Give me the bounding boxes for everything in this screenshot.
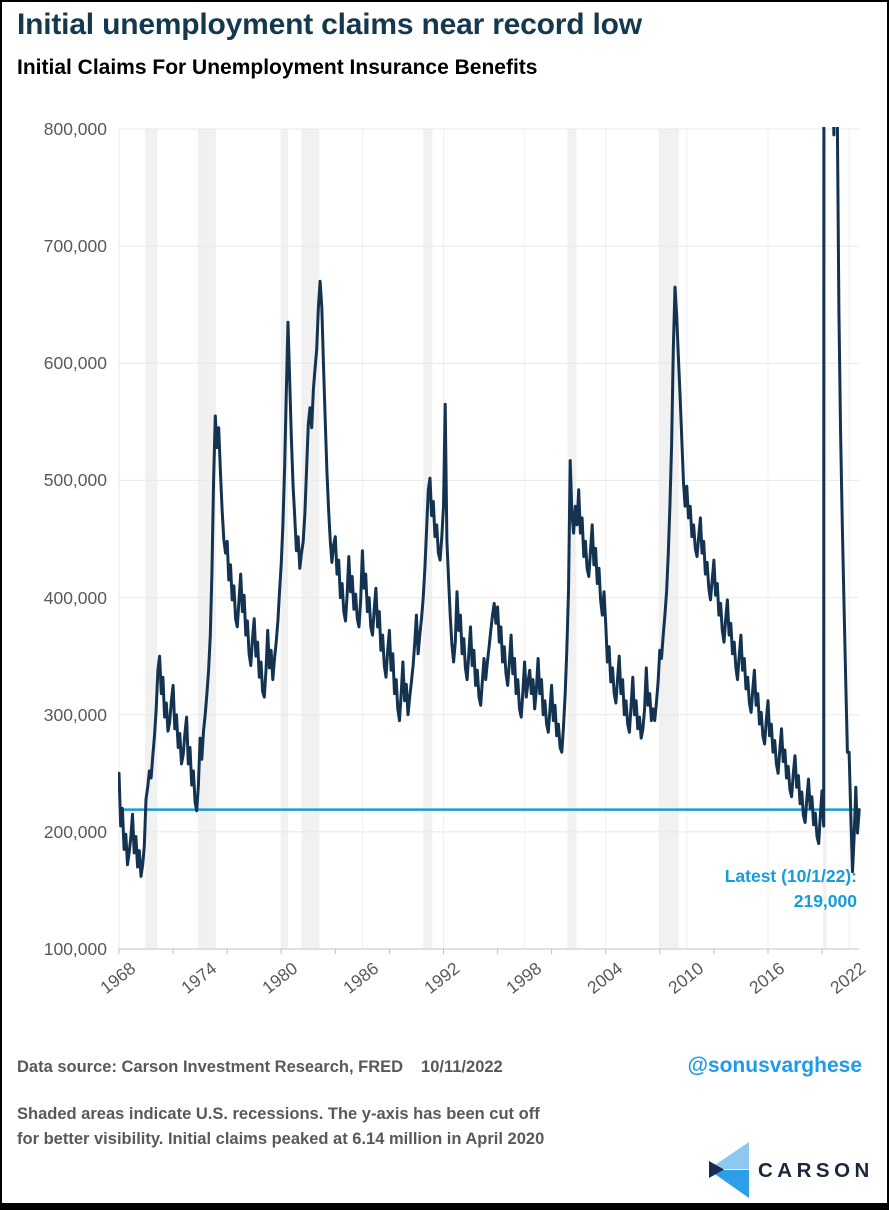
y-axis-tick-label: 700,000	[43, 236, 107, 257]
latest-value: 219,000	[793, 891, 857, 911]
recession-band	[281, 129, 288, 949]
recession-band	[145, 129, 158, 949]
y-axis-tick-label: 500,000	[43, 470, 107, 491]
chart-subtitle: Initial Claims For Unemployment Insuranc…	[17, 56, 538, 79]
y-axis-tick-label: 800,000	[43, 119, 107, 139]
carson-logo: CARSON	[705, 1141, 875, 1199]
latest-annotation: Latest (10/1/22): 219,000	[725, 864, 857, 914]
claims-line	[118, 127, 861, 878]
data-source-date: 10/11/2022	[421, 1058, 503, 1076]
carson-wordmark: CARSON	[758, 1159, 874, 1182]
twitter-handle[interactable]: @sonusvarghese	[687, 1054, 862, 1077]
footnote-line-1: Shaded areas indicate U.S. recessions. T…	[17, 1105, 540, 1123]
data-source: Data source: Carson Investment Research,…	[17, 1058, 503, 1077]
footnote-line-2: for better visibility. Initial claims pe…	[17, 1130, 545, 1148]
footnote: Shaded areas indicate U.S. recessions. T…	[17, 1102, 544, 1152]
recession-band	[423, 129, 433, 949]
y-axis-tick-label: 400,000	[43, 587, 107, 608]
carson-logo-icon	[709, 1142, 749, 1198]
recession-band	[301, 129, 320, 949]
y-axis-tick-label: 300,000	[43, 704, 107, 725]
line-chart	[118, 127, 861, 954]
y-axis-tick-label: 200,000	[43, 821, 107, 842]
recession-band	[567, 129, 577, 949]
data-source-text: Data source: Carson Investment Research,…	[17, 1058, 404, 1076]
y-axis-tick-label: 600,000	[43, 353, 107, 374]
latest-label: Latest (10/1/22):	[724, 866, 857, 886]
y-axis-tick-label: 100,000	[43, 939, 107, 959]
page-title: Initial unemployment claims near record …	[17, 8, 642, 41]
